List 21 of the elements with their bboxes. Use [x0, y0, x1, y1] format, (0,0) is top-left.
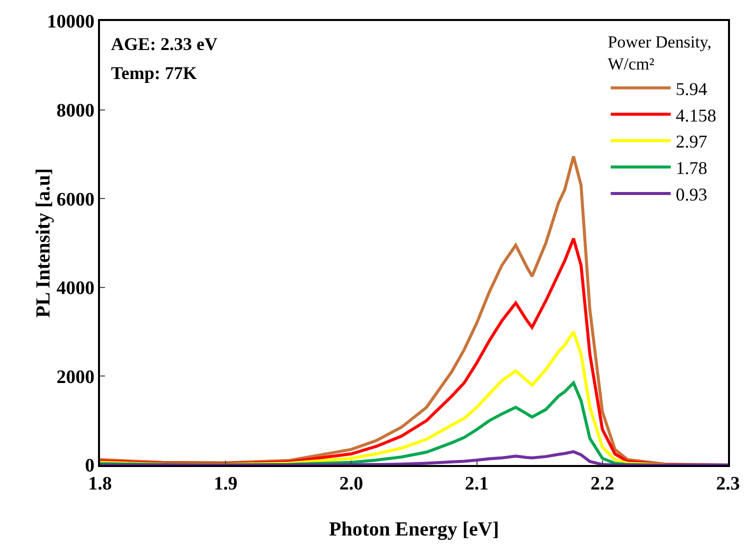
- legend-label: 0.93: [676, 184, 708, 204]
- y-axis-title: PL Intensity [a.u]: [32, 168, 54, 318]
- y-tick-label: 6000: [56, 189, 94, 210]
- x-tick-label: 2.2: [590, 474, 614, 495]
- x-tick-label: 2.1: [464, 474, 489, 495]
- y-tick-label: 8000: [56, 100, 94, 122]
- x-tick-label: 2.0: [339, 474, 364, 495]
- line-series: [100, 450, 728, 465]
- legend-label: 1.78: [676, 158, 708, 178]
- annotation: AGE: 2.33 eV: [111, 34, 218, 54]
- legend-title: Power Density, W/cm²: [608, 32, 712, 74]
- y-tick-label: 2000: [56, 366, 94, 388]
- y-tick-label: 4000: [56, 278, 94, 300]
- x-tick-label: 2.3: [716, 474, 740, 495]
- legend-label: 2.97: [676, 132, 708, 152]
- legend-label: 5.94: [676, 78, 708, 99]
- annotation: Temp: 77K: [111, 63, 197, 83]
- x-axis-title: Photon Energy [eV]: [329, 518, 499, 540]
- x-tick-label: 1.9: [214, 474, 238, 495]
- y-tick-label: 10000: [46, 12, 94, 33]
- legend-label: 4.158: [676, 105, 716, 126]
